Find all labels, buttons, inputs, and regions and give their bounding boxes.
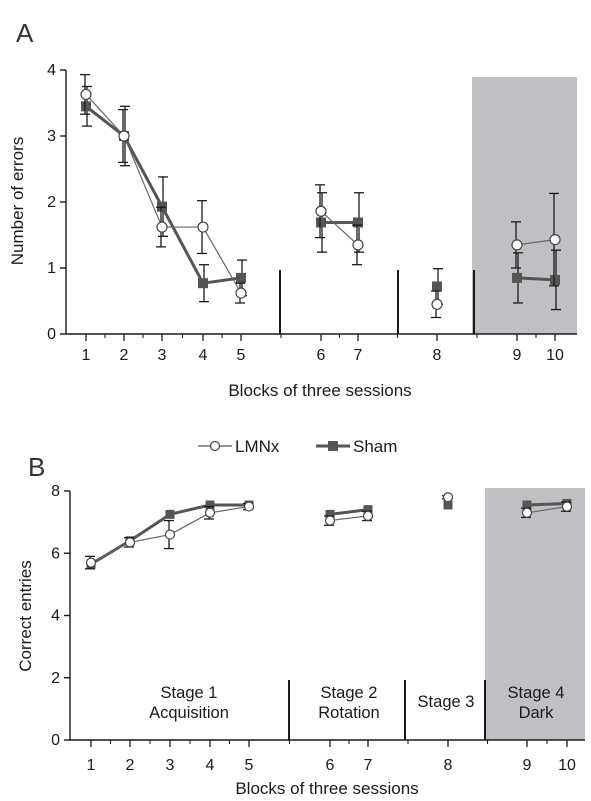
panel-a-sham-point	[512, 272, 522, 283]
panel-b-lmnx-point	[362, 510, 374, 522]
panel-a-y-tick-label: 4	[47, 62, 56, 79]
panel-a-y-tick-label: 0	[47, 326, 56, 343]
panel-a-lmnx-point	[80, 88, 92, 101]
panel-b-ylabel: Correct entries	[16, 560, 35, 671]
panel-a-lmnx-point	[431, 298, 443, 310]
panel-a-x-tick-label: 9	[513, 347, 522, 364]
panel-a-x-tick-label: 5	[237, 347, 246, 364]
panel-a-y-tick-label: 3	[47, 128, 56, 145]
panel-b-lmnx-point	[324, 515, 336, 526]
panel-a-sham-point	[316, 217, 326, 228]
panel-a-lmnx-point	[235, 287, 247, 299]
panel-a-lmnx-point	[156, 221, 168, 233]
panel-a-sham-line	[516, 276, 556, 282]
panel-b-lmnx-line	[526, 505, 568, 514]
panel-a-y-tick-label: 1	[47, 260, 56, 277]
panel-b-x-tick-label: 8	[444, 757, 453, 774]
panel-b-stage-label: Rotation	[318, 704, 379, 722]
panel-b-y-tick-label: 8	[51, 483, 60, 500]
panel-b-lmnx-line	[329, 515, 369, 522]
panel-a-x-tick-label: 8	[433, 347, 442, 364]
panel-a-sham-point	[236, 272, 246, 283]
legend-sham-marker	[328, 441, 338, 451]
panel-a-sham-point	[550, 274, 560, 285]
panel-a-lmnx-point	[118, 130, 130, 142]
panel-a-sham-point	[432, 281, 442, 292]
panel-b-lmnx-point	[243, 501, 255, 512]
panel-b-sham-line	[329, 508, 369, 516]
panel-b-lmnx-point	[124, 537, 136, 548]
panel-b-x-tick-label: 10	[558, 757, 576, 774]
panel-b-letter: B	[28, 452, 45, 482]
panel-a-letter: A	[16, 18, 34, 48]
panel-b-y-tick-label: 6	[51, 545, 60, 562]
panel-a-shaded-region	[472, 77, 577, 334]
panel-a-lmnx-line	[320, 210, 359, 246]
panel-b-lmnx-point	[521, 507, 533, 518]
legend-lmnx-marker	[209, 440, 221, 452]
panel-b-y-tick-label: 2	[51, 670, 60, 687]
panel-a-x-tick-label: 1	[82, 347, 91, 364]
legend-sham-label: Sham	[353, 437, 397, 456]
panel-b-sham-point	[165, 509, 175, 519]
panel-b-x-tick-label: 3	[166, 757, 175, 774]
panel-b-sham-point	[325, 509, 335, 519]
panel-b-stage-label: Stage 1	[161, 684, 218, 702]
panel-b-shaded-region	[485, 488, 585, 740]
panel-b-lmnx-point	[204, 507, 216, 518]
panel-a-ylabel: Number of errors	[8, 137, 27, 265]
panel-b-sham-point	[443, 500, 453, 510]
panel-b-stage-label: Acquisition	[149, 704, 229, 722]
panel-a-lmnx-point	[315, 205, 327, 217]
panel-b-lmnx-point	[164, 529, 176, 540]
panel-a-sham-point	[157, 201, 167, 212]
panel-b-lmnx-point	[85, 557, 97, 568]
panel-a-sham-point	[198, 278, 208, 289]
panel-a-lmnx-point	[549, 234, 561, 246]
panel-a-x-tick-label: 6	[317, 347, 326, 364]
panel-a-lmnx-point	[197, 221, 209, 233]
panel-b-sham-point	[205, 500, 215, 510]
panel-b-x-tick-label: 6	[326, 757, 335, 774]
panel-b: B Correct entries Blocks of three sessio…	[16, 452, 585, 798]
panel-b-x-tick-label: 5	[245, 757, 254, 774]
panel-b-y-tick-label: 0	[51, 732, 60, 749]
legend-lmnx-label: LMNx	[235, 437, 280, 456]
panel-a-x-tick-label: 7	[354, 347, 363, 364]
panel-b-lmnx-point	[442, 492, 454, 503]
panel-a-x-tick-label: 10	[546, 347, 564, 364]
panel-b-sham-point	[363, 505, 373, 515]
panel-a-lmnx-point	[352, 239, 364, 251]
panel-a-x-tick-label: 3	[158, 347, 167, 364]
panel-b-stage-label: Stage 3	[418, 693, 475, 711]
panel-b-stage-label: Dark	[519, 704, 555, 722]
panel-b-x-tick-label: 7	[364, 757, 373, 774]
panel-b-x-tick-label: 1	[87, 757, 96, 774]
panel-a-sham-point	[81, 101, 91, 112]
panel-b-x-tick-label: 2	[126, 757, 135, 774]
panel-a: A Number of errors Blocks of three sessi…	[8, 18, 577, 400]
legend: LMNx Sham	[198, 437, 397, 456]
panel-b-xlabel: Blocks of three sessions	[235, 779, 418, 798]
panel-b-stage-label: Stage 4	[508, 684, 565, 702]
panel-a-x-tick-label: 4	[199, 347, 208, 364]
panel-a-lmnx-line	[516, 239, 556, 246]
panel-b-sham-point	[522, 500, 532, 510]
panel-b-sham-line	[526, 501, 568, 507]
panel-b-lmnx-point	[561, 501, 573, 512]
panel-b-x-tick-label: 4	[206, 757, 215, 774]
panel-a-xlabel: Blocks of three sessions	[228, 381, 411, 400]
panel-a-x-tick-label: 2	[120, 347, 129, 364]
panel-a-sham-point	[353, 217, 363, 228]
panel-b-stage-label: Stage 2	[321, 684, 378, 702]
panel-b-y-tick-label: 4	[51, 608, 60, 625]
panel-b-x-tick-label: 9	[523, 757, 532, 774]
panel-a-lmnx-point	[511, 239, 523, 251]
panel-a-y-tick-label: 2	[47, 194, 56, 211]
